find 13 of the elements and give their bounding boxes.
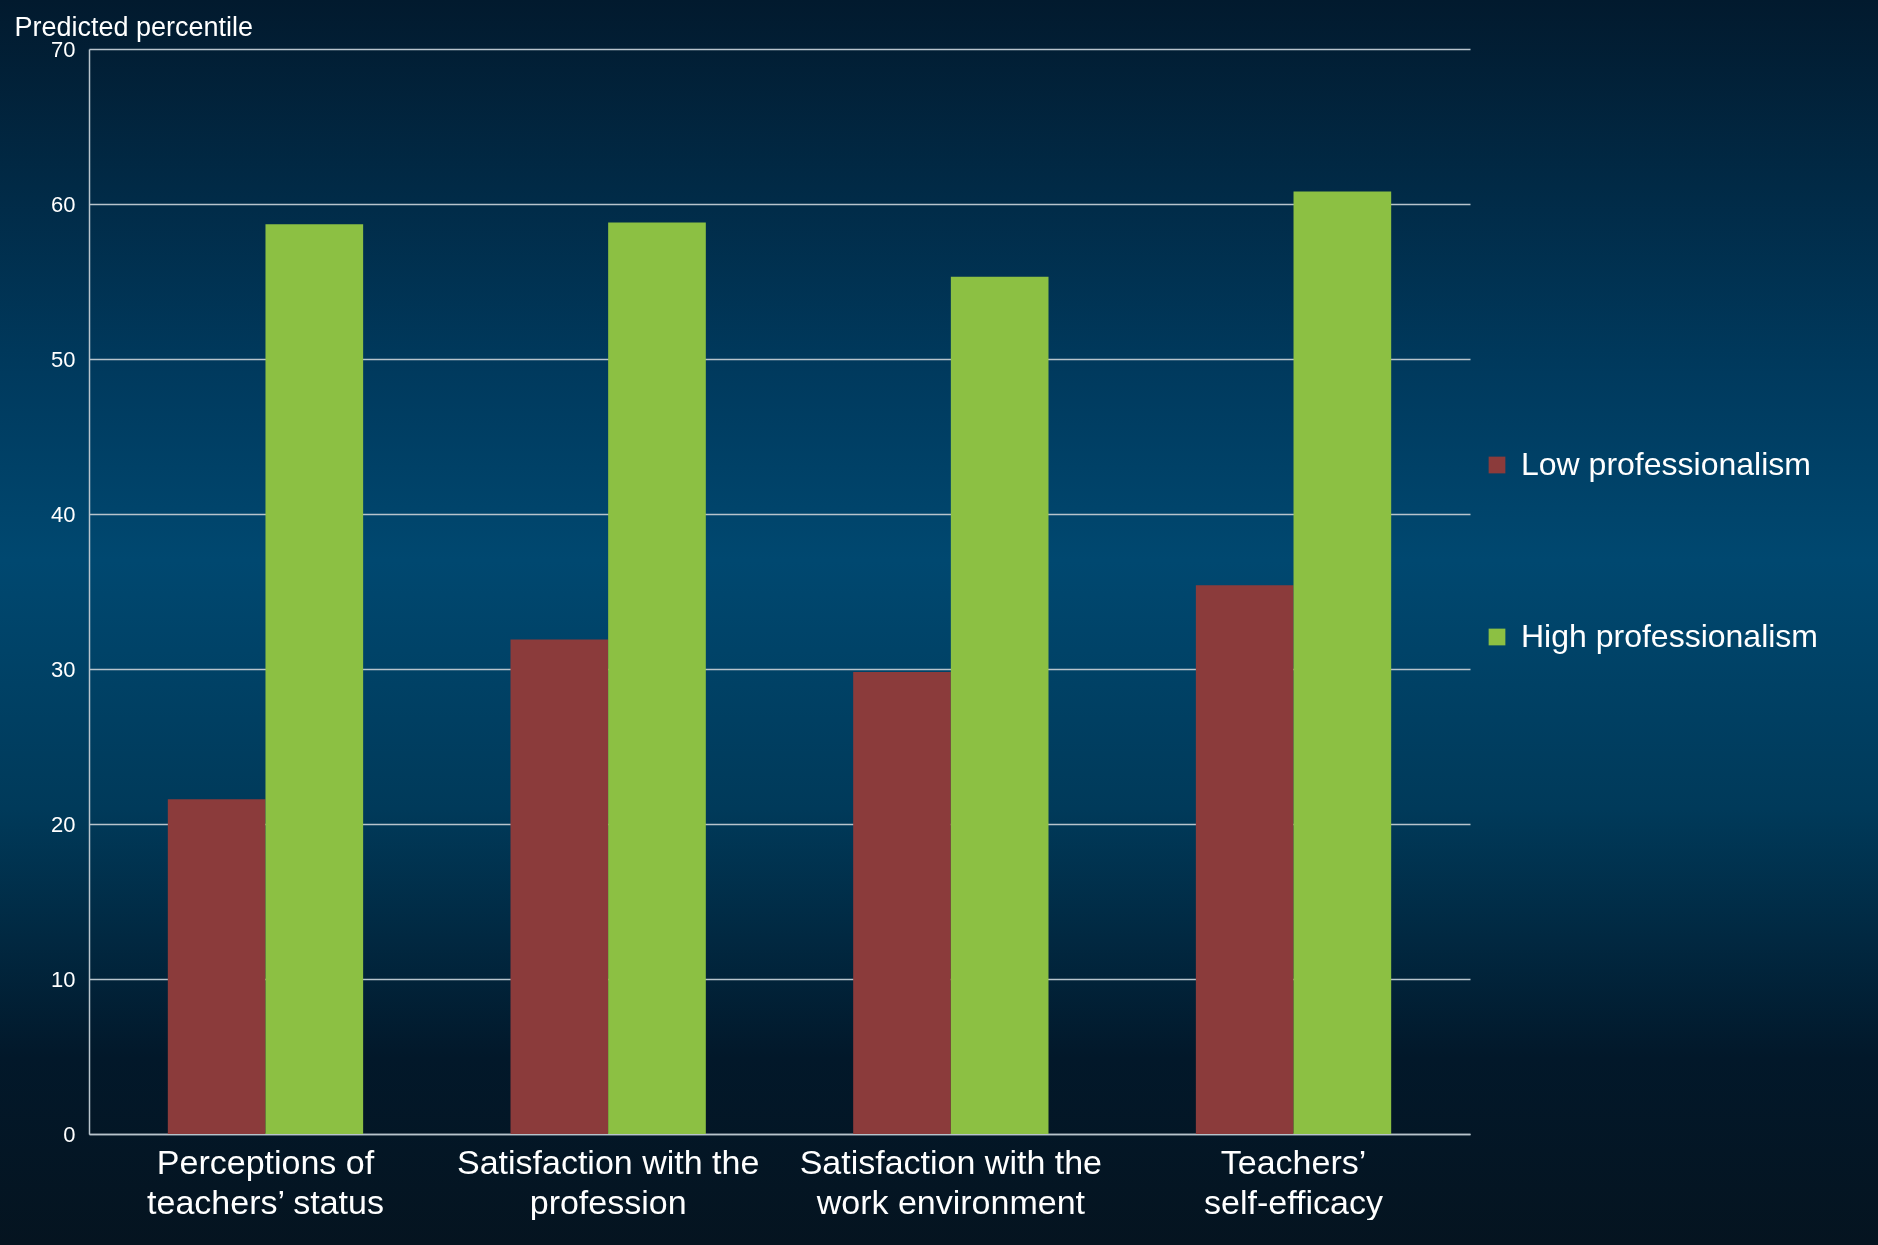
legend-label: High professionalism [1521, 618, 1819, 654]
y-tick-label: 30 [51, 656, 76, 682]
y-tick-label: 10 [51, 966, 76, 992]
y-tick-label: 60 [51, 191, 76, 217]
y-tick-label: 0 [63, 1121, 76, 1147]
legend-label: Low professionalism [1521, 446, 1811, 482]
x-tick-label: Satisfaction with the work environment [799, 1142, 1103, 1221]
x-tick-label: Teachers’ self-efficacy [1204, 1142, 1383, 1221]
y-tick-label: 20 [51, 811, 76, 837]
y-tick-label: 50 [51, 346, 76, 372]
y-tick-label: 40 [51, 501, 76, 527]
x-tick-label: Satisfaction with the profession [456, 1142, 760, 1221]
x-tick-label: Perceptions of teachers’ status [147, 1142, 384, 1221]
